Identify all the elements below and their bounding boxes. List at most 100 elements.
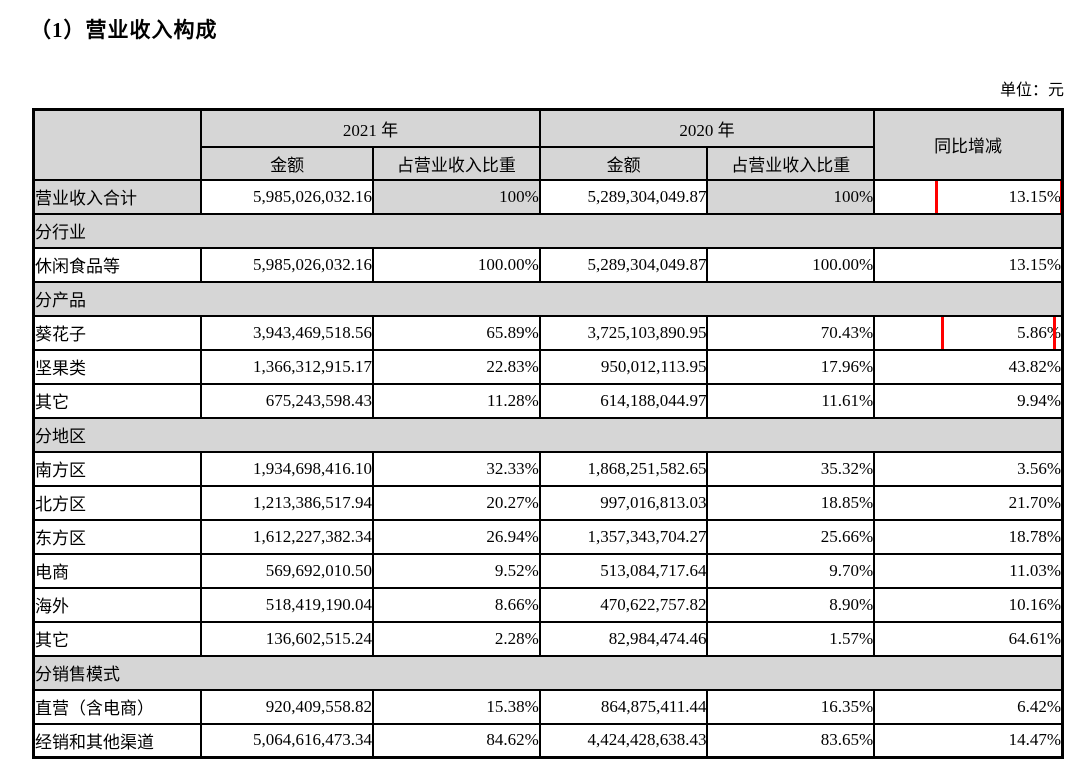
amount-2020: 3,725,103,890.95: [538, 314, 709, 351]
yoy-change: 21.70%: [873, 484, 1064, 521]
highlight-red-box: [935, 181, 1061, 212]
ratio-2021: 22.83%: [372, 348, 541, 385]
header-row-years: 2021 年 2020 年 同比增减: [32, 108, 1064, 181]
amount-2020: 470,622,757.82: [538, 586, 709, 623]
row-label: 其它: [32, 382, 203, 419]
col-yoy: 同比增减: [873, 108, 1064, 181]
section-row: 分行业: [32, 212, 1064, 249]
section-row: 分产品: [32, 280, 1064, 317]
ratio-2021: 20.27%: [372, 484, 541, 521]
unit-label: 单位：元: [999, 82, 1064, 99]
col-amount-2021: 金额: [200, 145, 375, 181]
amount-2021: 1,366,312,915.17: [200, 348, 375, 385]
row-label: 海外: [32, 586, 203, 623]
ratio-2020: 1.57%: [706, 620, 876, 657]
amount-2020: 513,084,717.64: [538, 552, 709, 589]
col-ratio-2020: 占营业收入比重: [706, 145, 876, 181]
row-label: 休闲食品等: [32, 246, 203, 283]
ratio-2021: 100.00%: [372, 246, 541, 283]
amount-2020: 5,289,304,049.87: [538, 246, 709, 283]
ratio-2020: 8.90%: [706, 586, 876, 623]
table-row: 葵花子 3,943,469,518.56 65.89% 3,725,103,890.9…: [32, 314, 1064, 351]
col-amount-2020: 金额: [538, 145, 709, 181]
amount-2021: 5,064,616,473.34: [200, 722, 375, 759]
amount-2020: 4,424,428,638.43: [538, 722, 709, 759]
row-label: 直营（含电商）: [32, 688, 203, 725]
revenue-table: 2021 年 2020 年 同比增减 金额 占营业收入比重 金额 占营业收入比重…: [32, 108, 1064, 759]
ratio-2020: 17.96%: [706, 348, 876, 385]
row-label: 葵花子: [32, 314, 203, 351]
amount-2020: 1,868,251,582.65: [538, 450, 709, 487]
ratio-2020: 16.35%: [706, 688, 876, 725]
ratio-2021: 8.66%: [372, 586, 541, 623]
ratio-2021: 2.28%: [372, 620, 541, 657]
section-row: 分地区: [32, 416, 1064, 453]
table-row: 经销和其他渠道 5,064,616,473.34 84.62% 4,424,428,6…: [32, 722, 1064, 759]
table-row: 其它 136,602,515.24 2.28% 82,984,474.46 1.57% 6…: [32, 620, 1064, 657]
table-row: 电商 569,692,010.50 9.52% 513,084,717.64 9.70%…: [32, 552, 1064, 589]
row-label: 北方区: [32, 484, 203, 521]
yoy-change: 43.82%: [873, 348, 1064, 385]
amount-2020: 950,012,113.95: [538, 348, 709, 385]
row-label: 坚果类: [32, 348, 203, 385]
table-row: 南方区 1,934,698,416.10 32.33% 1,868,251,582.6…: [32, 450, 1064, 487]
ratio-2020: 11.61%: [706, 382, 876, 419]
amount-2021: 569,692,010.50: [200, 552, 375, 589]
yoy-change: 64.61%: [873, 620, 1064, 657]
ratio-2020: 9.70%: [706, 552, 876, 589]
section-label: 分销售模式: [32, 654, 1064, 691]
amount-2021: 518,419,190.04: [200, 586, 375, 623]
yoy-change: 14.47%: [873, 722, 1064, 759]
section-label: 分产品: [32, 280, 1064, 317]
col-ratio-2021: 占营业收入比重: [372, 145, 541, 181]
table-row: 海外 518,419,190.04 8.66% 470,622,757.82 8.90%…: [32, 586, 1064, 623]
header-row-measures: 金额 占营业收入比重 金额 占营业收入比重: [34, 145, 1063, 181]
yoy-change: 18.78%: [873, 518, 1064, 555]
ratio-2021: 84.62%: [372, 722, 541, 759]
yoy-change: 13.15%: [873, 246, 1064, 283]
row-label: 其它: [32, 620, 203, 657]
amount-2021: 3,943,469,518.56: [200, 314, 375, 351]
ratio-2020: 35.32%: [706, 450, 876, 487]
col-group-2021: 2021 年: [200, 108, 541, 148]
table-row: 其它 675,243,598.43 11.28% 614,188,044.97 11.6…: [32, 382, 1064, 419]
col-group-2020: 2020 年: [538, 108, 876, 148]
ratio-2021: 15.38%: [372, 688, 541, 725]
ratio-2021: 11.28%: [372, 382, 541, 419]
table-header: 2021 年 2020 年 同比增减 金额 占营业收入比重 金额 占营业收入比重: [32, 108, 1064, 181]
ratio-2021: 100%: [372, 178, 541, 215]
yoy-change: 10.16%: [873, 586, 1064, 623]
ratio-2020: 100%: [706, 178, 876, 215]
table-row: 东方区 1,612,227,382.34 26.94% 1,357,343,704.2…: [32, 518, 1064, 555]
section-label: 分地区: [32, 416, 1064, 453]
ratio-2021: 32.33%: [372, 450, 541, 487]
table-row: 营业收入合计 5,985,026,032.16 100% 5,289,304,049.…: [32, 178, 1064, 215]
amount-2020: 5,289,304,049.87: [538, 178, 709, 215]
ratio-2020: 18.85%: [706, 484, 876, 521]
ratio-2020: 70.43%: [706, 314, 876, 351]
page-title: （1）营业收入构成: [30, 18, 218, 42]
section-row: 分销售模式: [32, 654, 1064, 691]
amount-2021: 1,213,386,517.94: [200, 484, 375, 521]
row-label: 南方区: [32, 450, 203, 487]
row-label: 营业收入合计: [32, 178, 203, 215]
row-label: 电商: [32, 552, 203, 589]
yoy-change: 5.86%: [873, 314, 1064, 351]
yoy-change: 9.94%: [873, 382, 1064, 419]
amount-2020: 614,188,044.97: [538, 382, 709, 419]
row-label: 东方区: [32, 518, 203, 555]
table-row: 坚果类 1,366,312,915.17 22.83% 950,012,113.95 1…: [32, 348, 1064, 385]
table-row: 休闲食品等 5,985,026,032.16 100.00% 5,289,304,04…: [32, 246, 1064, 283]
highlight-red-box: [941, 317, 1056, 348]
section-label: 分行业: [32, 212, 1064, 249]
amount-2020: 997,016,813.03: [538, 484, 709, 521]
ratio-2021: 65.89%: [372, 314, 541, 351]
ratio-2020: 83.65%: [706, 722, 876, 759]
amount-2021: 675,243,598.43: [200, 382, 375, 419]
corner-cell: [32, 108, 203, 181]
amount-2020: 864,875,411.44: [538, 688, 709, 725]
table-row: 直营（含电商） 920,409,558.82 15.38% 864,875,411.4…: [32, 688, 1064, 725]
table-row: 北方区 1,213,386,517.94 20.27% 997,016,813.03 1…: [32, 484, 1064, 521]
amount-2020: 1,357,343,704.27: [538, 518, 709, 555]
